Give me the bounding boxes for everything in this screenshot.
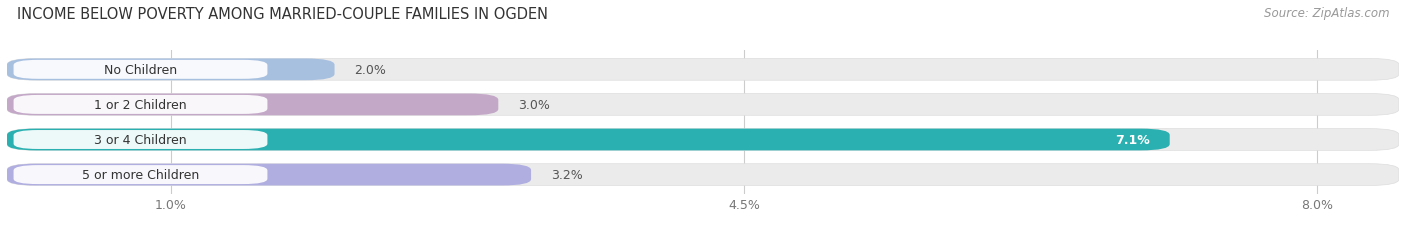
FancyBboxPatch shape: [7, 129, 1170, 151]
FancyBboxPatch shape: [7, 59, 335, 81]
FancyBboxPatch shape: [14, 165, 267, 184]
FancyBboxPatch shape: [7, 129, 1399, 151]
FancyBboxPatch shape: [7, 164, 1399, 186]
Text: 3.0%: 3.0%: [517, 98, 550, 111]
FancyBboxPatch shape: [14, 96, 267, 114]
Text: 2.0%: 2.0%: [354, 64, 387, 76]
FancyBboxPatch shape: [7, 94, 498, 116]
FancyBboxPatch shape: [7, 59, 1399, 81]
FancyBboxPatch shape: [14, 61, 267, 79]
Text: 3 or 4 Children: 3 or 4 Children: [94, 134, 187, 146]
FancyBboxPatch shape: [7, 94, 1399, 116]
FancyBboxPatch shape: [14, 131, 267, 149]
Text: 3.2%: 3.2%: [551, 168, 582, 181]
Text: 1 or 2 Children: 1 or 2 Children: [94, 98, 187, 111]
Text: 5 or more Children: 5 or more Children: [82, 168, 200, 181]
Text: 7.1%: 7.1%: [1115, 134, 1150, 146]
FancyBboxPatch shape: [7, 164, 531, 186]
Text: INCOME BELOW POVERTY AMONG MARRIED-COUPLE FAMILIES IN OGDEN: INCOME BELOW POVERTY AMONG MARRIED-COUPL…: [17, 7, 548, 22]
Text: Source: ZipAtlas.com: Source: ZipAtlas.com: [1264, 7, 1389, 20]
Text: No Children: No Children: [104, 64, 177, 76]
